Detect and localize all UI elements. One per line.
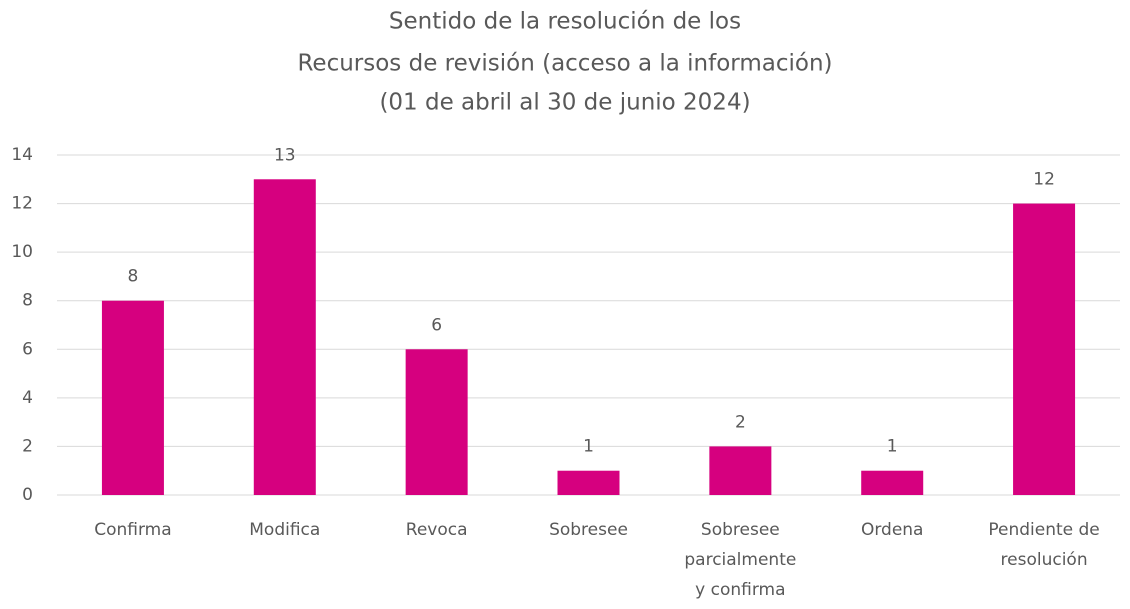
bar <box>557 470 620 495</box>
x-tick-label: Confirma <box>94 520 171 540</box>
x-tick-label: Ordena <box>861 520 924 540</box>
y-tick-label: 2 <box>22 436 33 456</box>
y-tick-label: 0 <box>22 485 33 505</box>
bar <box>101 300 164 495</box>
data-label: 2 <box>735 412 746 432</box>
y-tick-label: 14 <box>11 145 33 165</box>
x-tick-label: Modifica <box>249 520 320 540</box>
chart-title: (01 de abril al 30 de junio 2024) <box>379 90 750 116</box>
x-tick-label: Sobresee <box>549 520 628 540</box>
bar <box>861 470 924 495</box>
bar <box>1013 203 1076 496</box>
data-label: 1 <box>887 437 898 457</box>
data-label: 1 <box>583 437 594 457</box>
y-tick-label: 10 <box>11 242 33 262</box>
bar <box>253 179 316 496</box>
bar <box>405 349 468 495</box>
y-tick-label: 6 <box>22 339 33 359</box>
x-tick-label: Sobresee parcialmente y confirma <box>684 520 796 600</box>
bar <box>709 446 772 495</box>
data-label: 12 <box>1033 170 1055 190</box>
chart-title: Sentido de la resolución de los <box>389 9 741 35</box>
data-label: 8 <box>128 267 139 287</box>
y-tick-label: 12 <box>11 194 33 214</box>
y-tick-label: 4 <box>22 388 33 408</box>
x-tick-label: Pendiente de resolución <box>988 520 1099 570</box>
data-label: 6 <box>431 315 442 335</box>
data-label: 13 <box>274 145 296 165</box>
x-tick-label: Revoca <box>406 520 468 540</box>
chart-title: Recursos de revisión (acceso a la inform… <box>297 51 832 77</box>
y-tick-label: 8 <box>22 291 33 311</box>
